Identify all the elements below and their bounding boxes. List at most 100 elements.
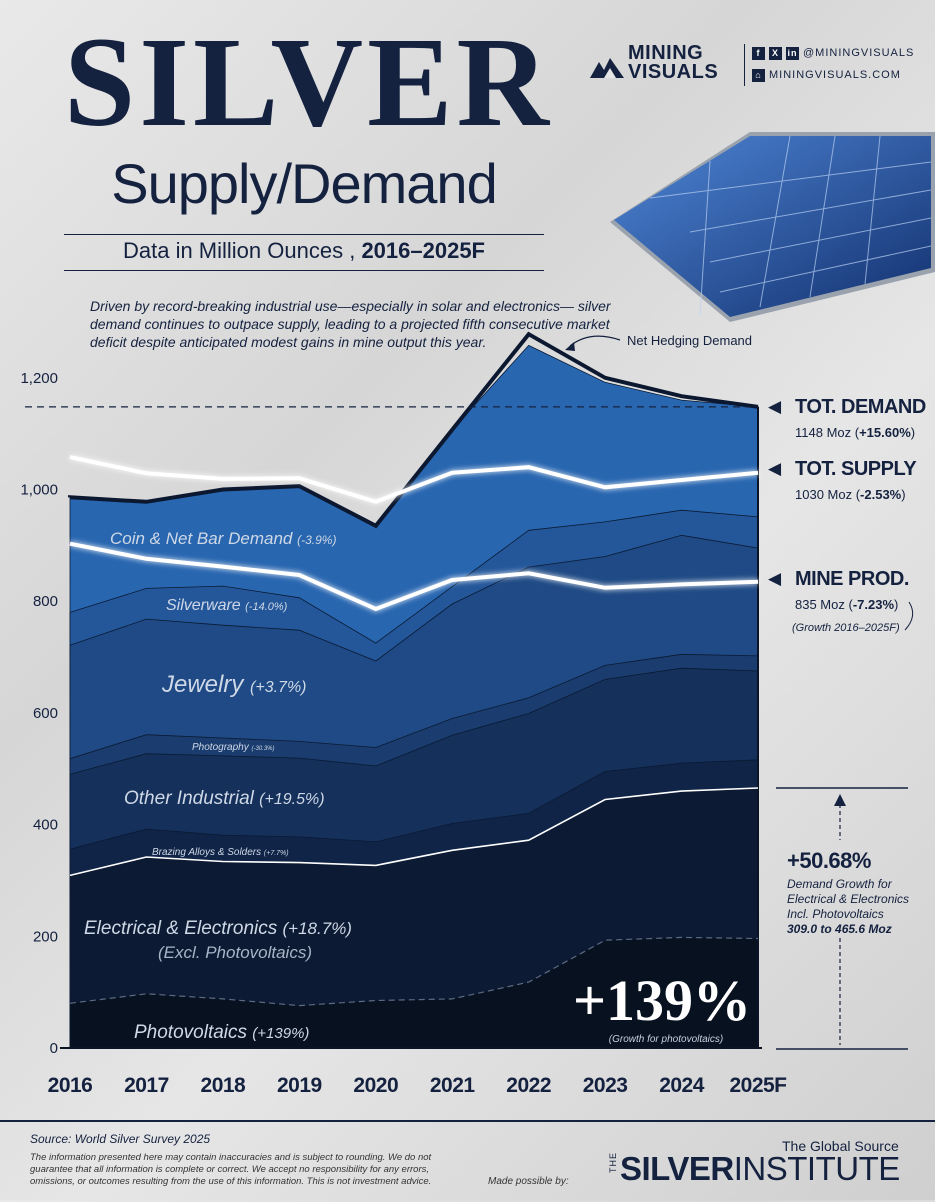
photovoltaics-line — [69, 936, 759, 1007]
page-title: SILVER — [64, 11, 553, 153]
brand-name-line2: VISUALS — [628, 61, 719, 83]
stat-mine-prod-label: MINE PROD. — [795, 568, 909, 590]
y-tick-label: 600 — [33, 705, 58, 722]
label-coin-net-bar-title: Coin & Net Bar Demand — [110, 529, 297, 548]
label-brazing-title: Brazing Alloys & Solders — [152, 847, 264, 858]
data-note: Data in Million Ounces , 2016–2025F — [64, 238, 544, 264]
social-divider — [744, 44, 745, 86]
stat-tot-demand-arrow-icon: ◀ — [768, 397, 782, 417]
stat-mine-prod-close: ) — [894, 597, 898, 612]
silver-institute-logo: SILVERINSTITUTE — [620, 1150, 900, 1188]
x-axis: 2016 2017 2018 2019 2020 2021 2022 2023 2024 2025… — [48, 1074, 788, 1097]
label-other-industrial-change: (+19.5%) — [259, 791, 324, 808]
stat-mine-prod-arrow-icon: ◀ — [768, 569, 782, 589]
label-electronics-change: (+18.7%) — [283, 919, 352, 938]
annotations: Net Hedging Demand +139%(Growth for photo… — [565, 333, 926, 1050]
label-silverware-title: Silverware — [166, 597, 245, 614]
website-link[interactable]: MININGVISUALS.COM — [769, 69, 901, 81]
facebook-icon[interactable]: f — [752, 46, 765, 60]
label-electronics-title: Electrical & Electronics — [84, 918, 283, 939]
label-other-industrial: Other Industrial (+19.5%) — [124, 788, 325, 809]
x-tick-label: 2017 — [124, 1074, 169, 1097]
source-note: Source: World Silver Survey 2025 — [30, 1132, 211, 1146]
stat-tot-demand-value: 1148 Moz (+15.60%) — [795, 425, 915, 440]
social-links: f X in @MININGVISUALS ⌂ MININGVISUALS.CO… — [744, 44, 915, 88]
y-tick-label: 800 — [33, 593, 58, 610]
label-photovoltaics: Photovoltaics (+139%) — [134, 1022, 309, 1043]
x-tick-label: 2016 — [48, 1074, 93, 1097]
electronics-growth-line: Incl. Photovoltaics — [787, 907, 884, 921]
net-hedging-arrow — [569, 335, 621, 347]
electronics-growth-value: +50.68% — [787, 848, 871, 873]
y-axis: 0 200 400 600 800 1,000 1,200 — [20, 370, 58, 1057]
disclaimer: The information presented here may conta… — [30, 1152, 432, 1187]
label-jewelry: Jewelry (+3.7%) — [161, 671, 307, 698]
stat-tot-demand-close: ) — [911, 425, 915, 440]
stat-tot-demand-change: +15.60% — [859, 425, 911, 440]
stat-tot-supply-change: -2.53% — [860, 487, 902, 502]
stat-mine-prod-amount: 835 Moz ( — [795, 597, 853, 612]
si-institute: INSTITUTE — [733, 1150, 901, 1187]
label-electronics-sub: (Excl. Photovoltaics) — [158, 943, 312, 962]
stat-mine-note: (Growth 2016–2025F) — [792, 622, 900, 634]
electronics-growth-range: 309.0 to 465.6 Moz — [787, 922, 892, 936]
net-hedging-label: Net Hedging Demand — [627, 333, 752, 348]
x-tick-label: 2021 — [430, 1074, 476, 1097]
supply-demand-chart: 0 200 400 600 800 1,000 1,200 2016 2017 2018 2019… — [20, 331, 926, 1097]
electronics-incl-pv-line — [69, 787, 759, 877]
label-silverware: Silverware (-14.0%) — [166, 597, 288, 614]
stat-tot-supply-arrow-icon: ◀ — [768, 459, 782, 479]
pv-growth-value: +139% — [573, 968, 751, 1033]
data-note-range: 2016–2025F — [361, 238, 485, 263]
supply-lines — [69, 455, 759, 1007]
demand-areas — [25, 331, 762, 1049]
footer — [0, 1120, 935, 1202]
x-tick-label: 2025F — [729, 1074, 787, 1097]
stat-tot-supply-label: TOT. SUPPLY — [795, 458, 917, 480]
stat-tot-supply-amount: 1030 Moz ( — [795, 487, 861, 502]
label-brazing-change: (+7.7%) — [264, 850, 289, 857]
linkedin-icon[interactable]: in — [786, 46, 799, 60]
intro-text: Driven by record-breaking industrial use… — [90, 298, 611, 350]
label-coin-net-bar: Coin & Net Bar Demand (-3.9%) — [110, 529, 336, 548]
title-divider-top — [64, 234, 544, 235]
brand-name-line1: MINING — [628, 42, 704, 64]
stat-tot-supply-close: ) — [901, 487, 905, 502]
page-subtitle: Supply/Demand — [111, 152, 497, 215]
x-tick-label: 2018 — [201, 1074, 247, 1097]
label-silverware-change: (-14.0%) — [245, 601, 288, 613]
series-labels: Coin & Net Bar Demand (-3.9%) Silverware … — [84, 529, 352, 1043]
x-tick-label: 2020 — [353, 1074, 398, 1097]
net-hedging-arrowhead — [565, 342, 575, 351]
silver-institute-the: THE — [608, 1152, 618, 1173]
stat-mine-prod-value: 835 Moz (-7.23%) — [795, 597, 898, 612]
x-tick-label: 2022 — [506, 1074, 551, 1097]
label-jewelry-title: Jewelry — [161, 671, 250, 698]
stat-mine-prod-change: -7.23% — [853, 597, 895, 612]
x-icon[interactable]: X — [769, 46, 782, 60]
silver-institute-tagline: The Global Source — [782, 1138, 899, 1154]
electronics-arrowhead — [834, 794, 846, 806]
y-tick-label: 200 — [33, 928, 58, 945]
label-photography-title: Photography — [192, 742, 252, 753]
mountain-logo-icon — [590, 58, 624, 78]
label-photography: Photography (-30.3%) — [192, 742, 275, 753]
home-icon[interactable]: ⌂ — [752, 68, 765, 82]
pv-growth-note: (Growth for photovoltaics) — [609, 1034, 724, 1045]
label-photovoltaics-change: (+139%) — [252, 1025, 309, 1042]
data-note-prefix: Data in Million Ounces , — [122, 238, 356, 263]
label-photography-change: (-30.3%) — [252, 746, 275, 752]
stat-tot-supply-value: 1030 Moz (-2.53%) — [795, 487, 906, 502]
area-band-net-hedging-demand — [68, 331, 759, 529]
mine-note-arrow — [904, 601, 914, 631]
label-jewelry-change: (+3.7%) — [250, 679, 306, 696]
label-other-industrial-title: Other Industrial — [124, 788, 259, 809]
mine-prod-line — [69, 541, 759, 612]
social-handle[interactable]: @MININGVISUALS — [803, 47, 915, 59]
x-tick-label: 2019 — [277, 1074, 322, 1097]
y-tick-label: 1,000 — [20, 482, 58, 499]
tot-supply-line — [69, 455, 759, 504]
x-tick-label: 2024 — [659, 1074, 705, 1097]
label-coin-net-bar-change: (-3.9%) — [297, 533, 336, 547]
x-tick-label: 2023 — [583, 1074, 628, 1097]
